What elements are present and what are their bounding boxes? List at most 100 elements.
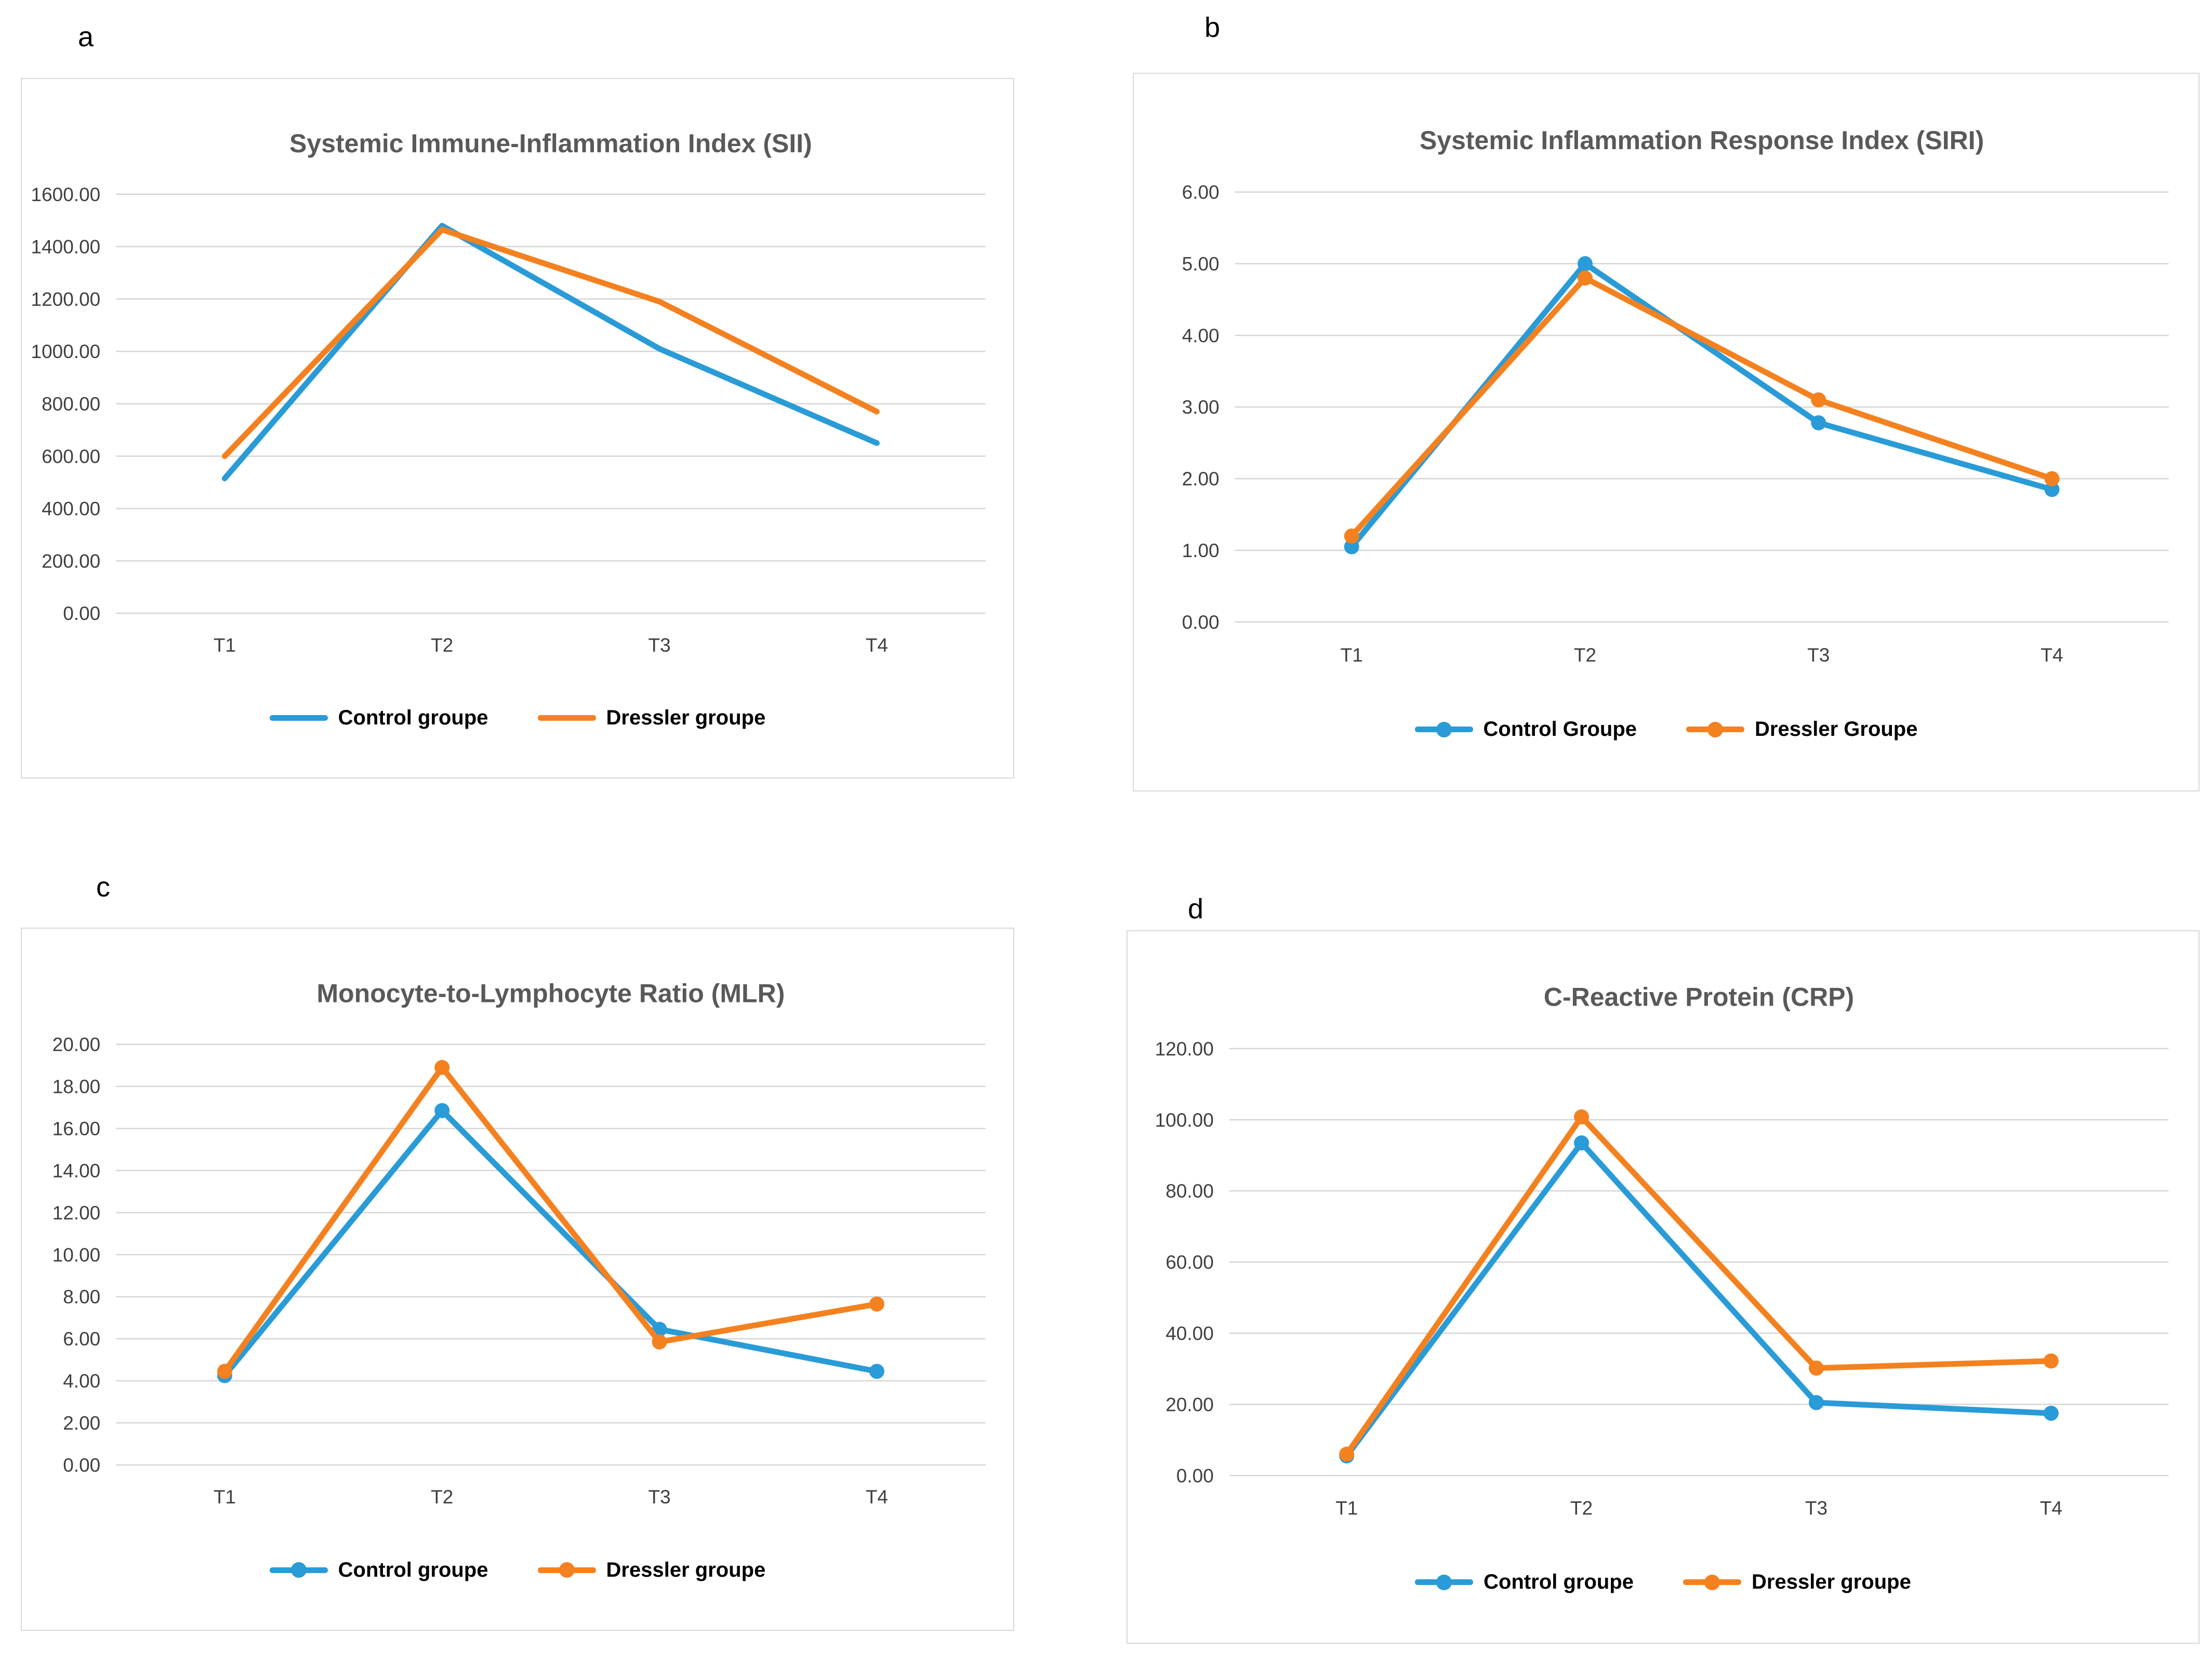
data-point-marker [1808,1361,1824,1376]
data-point-marker [869,1296,884,1312]
x-tick-label: T3 [648,1486,670,1508]
y-tick-label: 3.00 [1182,397,1220,418]
x-tick-label: T1 [1335,1498,1358,1519]
data-point-marker [1578,270,1593,286]
y-tick-label: 1200.00 [31,288,101,310]
chart-title: Monocyte-to-Lymphocyte Ratio (MLR) [316,979,785,1008]
y-tick-label: 60.00 [1165,1252,1214,1273]
legend-label: Control Groupe [1483,718,1637,741]
legend-line-swatch [537,1562,596,1578]
y-tick-label: 18.00 [52,1076,101,1098]
sii-chart-canvas: 0.00 200.00 400.00 600.00 800.00 1000.00 1200.… [31,129,986,656]
legend-item: Control groupe [269,1559,488,1582]
y-tick-label: 8.00 [63,1286,100,1308]
mlr-chart-canvas: 0.00 2.00 4.00 6.00 8.00 10.00 12.00 14.00 16.00… [52,979,986,1508]
panel-letter-c: c [96,871,110,903]
y-tick-label: 12.00 [52,1202,101,1223]
legend-marker-dot [1436,1574,1452,1590]
x-tick-label: T1 [214,635,236,656]
data-point-marker [434,1103,450,1118]
sii-legend: Control groupe Dressler groupe [22,683,1013,753]
y-tick-label: 600.00 [42,446,100,467]
data-point-marker [1574,1135,1590,1151]
series-line [1348,260,2055,550]
y-tick-label: 800.00 [42,393,100,415]
x-tick-label: T1 [1341,644,1363,666]
data-point-marker [217,1364,232,1379]
x-tick-label: T4 [866,1486,888,1508]
y-tick-label: 20.00 [52,1034,101,1055]
panel-sii-chart: 0.00 200.00 400.00 600.00 800.00 1000.00 1200.… [21,78,1014,778]
x-tick-label: T4 [2041,644,2063,666]
data-point-marker [869,1364,884,1379]
y-tick-label: 120.00 [1155,1038,1214,1060]
legend-line-swatch [269,715,328,721]
legend-label: Dressler groupe [606,1558,766,1581]
legend-item: Dressler Groupe [1686,718,1918,741]
series-line [221,227,880,459]
y-tick-label: 1.00 [1182,540,1220,561]
series-line [221,1107,880,1379]
legend-marker-dot [1436,721,1452,737]
x-tick-label: T4 [2040,1498,2062,1519]
y-tick-label: 5.00 [1182,253,1220,274]
x-tick-label: T3 [648,635,670,656]
y-tick-label: 1600.00 [31,184,101,205]
x-tick-label: T3 [1807,644,1830,666]
data-point-marker [1811,392,1826,407]
panel-letter-d: d [1188,893,1204,925]
y-tick-label: 1400.00 [31,236,101,258]
y-tick-label: 0.00 [1176,1465,1214,1486]
crp-legend: Control groupe Dressler groupe [1128,1547,2198,1618]
x-tick-label: T2 [431,1486,453,1508]
y-tick-label: 80.00 [1165,1181,1214,1202]
series-line [1348,275,2055,539]
legend-marker-dot [559,1562,575,1578]
data-point-marker [1344,539,1359,554]
chart-title: C-Reactive Protein (CRP) [1544,983,1854,1012]
data-point-marker [1574,1109,1590,1125]
data-point-marker [1578,256,1593,271]
y-tick-label: 1000.00 [31,341,101,362]
y-tick-label: 40.00 [1165,1323,1214,1344]
legend-label: Dressler groupe [606,706,766,730]
legend-line-swatch [1683,1574,1742,1590]
y-tick-label: 0.00 [1182,612,1220,633]
data-point-marker [2043,1353,2059,1369]
data-point-marker [1811,415,1826,431]
legend-item: Dressler groupe [537,706,766,730]
x-tick-label: T4 [866,635,888,656]
data-point-marker [434,1060,450,1075]
y-tick-label: 2.00 [63,1412,100,1434]
legend-label: Dressler Groupe [1755,718,1918,741]
legend-item: Dressler groupe [537,1558,766,1582]
legend-marker-dot [1707,721,1724,737]
panel-mlr-chart: 0.00 2.00 4.00 6.00 8.00 10.00 12.00 14.00 16.00… [21,928,1014,1631]
data-point-marker [1344,528,1359,544]
legend-item: Control Groupe [1414,718,1637,741]
x-tick-label: T3 [1805,1498,1827,1519]
series-line [1344,1114,2054,1457]
y-tick-label: 100.00 [1155,1110,1214,1131]
legend-item: Control groupe [269,706,488,730]
y-tick-label: 10.00 [52,1244,101,1265]
y-tick-label: 6.00 [1182,182,1220,203]
legend-item: Control groupe [1415,1570,1634,1594]
panel-letter-a: a [78,21,94,52]
data-point-marker [2044,471,2060,486]
y-tick-label: 16.00 [52,1118,101,1139]
chart-title: Systemic Inflammation Response Index (SI… [1420,126,1984,155]
y-tick-label: 200.00 [42,550,100,572]
x-tick-label: T2 [431,635,453,656]
siri-legend: Control Groupe Dressler Groupe [1134,694,2198,765]
y-tick-label: 6.00 [63,1328,100,1350]
y-tick-label: 0.00 [63,603,100,624]
data-point-marker [1808,1395,1824,1410]
y-tick-label: 4.00 [1182,325,1220,346]
y-tick-label: 4.00 [63,1370,100,1392]
panel-siri-chart: 0.00 1.00 2.00 3.00 4.00 5.00 6.00 T1 T2 T3 T4 Syst… [1133,73,2200,791]
siri-chart-canvas: 0.00 1.00 2.00 3.00 4.00 5.00 6.00 T1 T2 T3 T4 Syst… [1182,126,2169,666]
legend-line-swatch [1415,1574,1474,1590]
x-tick-label: T2 [1574,644,1596,666]
panel-crp-chart: 0.00 20.00 40.00 60.00 80.00 100.00 120.00 T1 T2… [1127,930,2200,1644]
